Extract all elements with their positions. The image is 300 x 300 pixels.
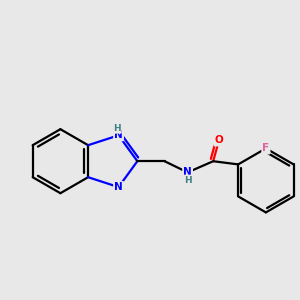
Text: H: H [113, 124, 121, 133]
Text: N: N [114, 182, 123, 192]
Text: H: H [184, 176, 191, 184]
Text: F: F [262, 143, 269, 153]
Text: O: O [214, 135, 223, 146]
Text: N: N [183, 167, 192, 177]
Text: N: N [114, 130, 123, 140]
